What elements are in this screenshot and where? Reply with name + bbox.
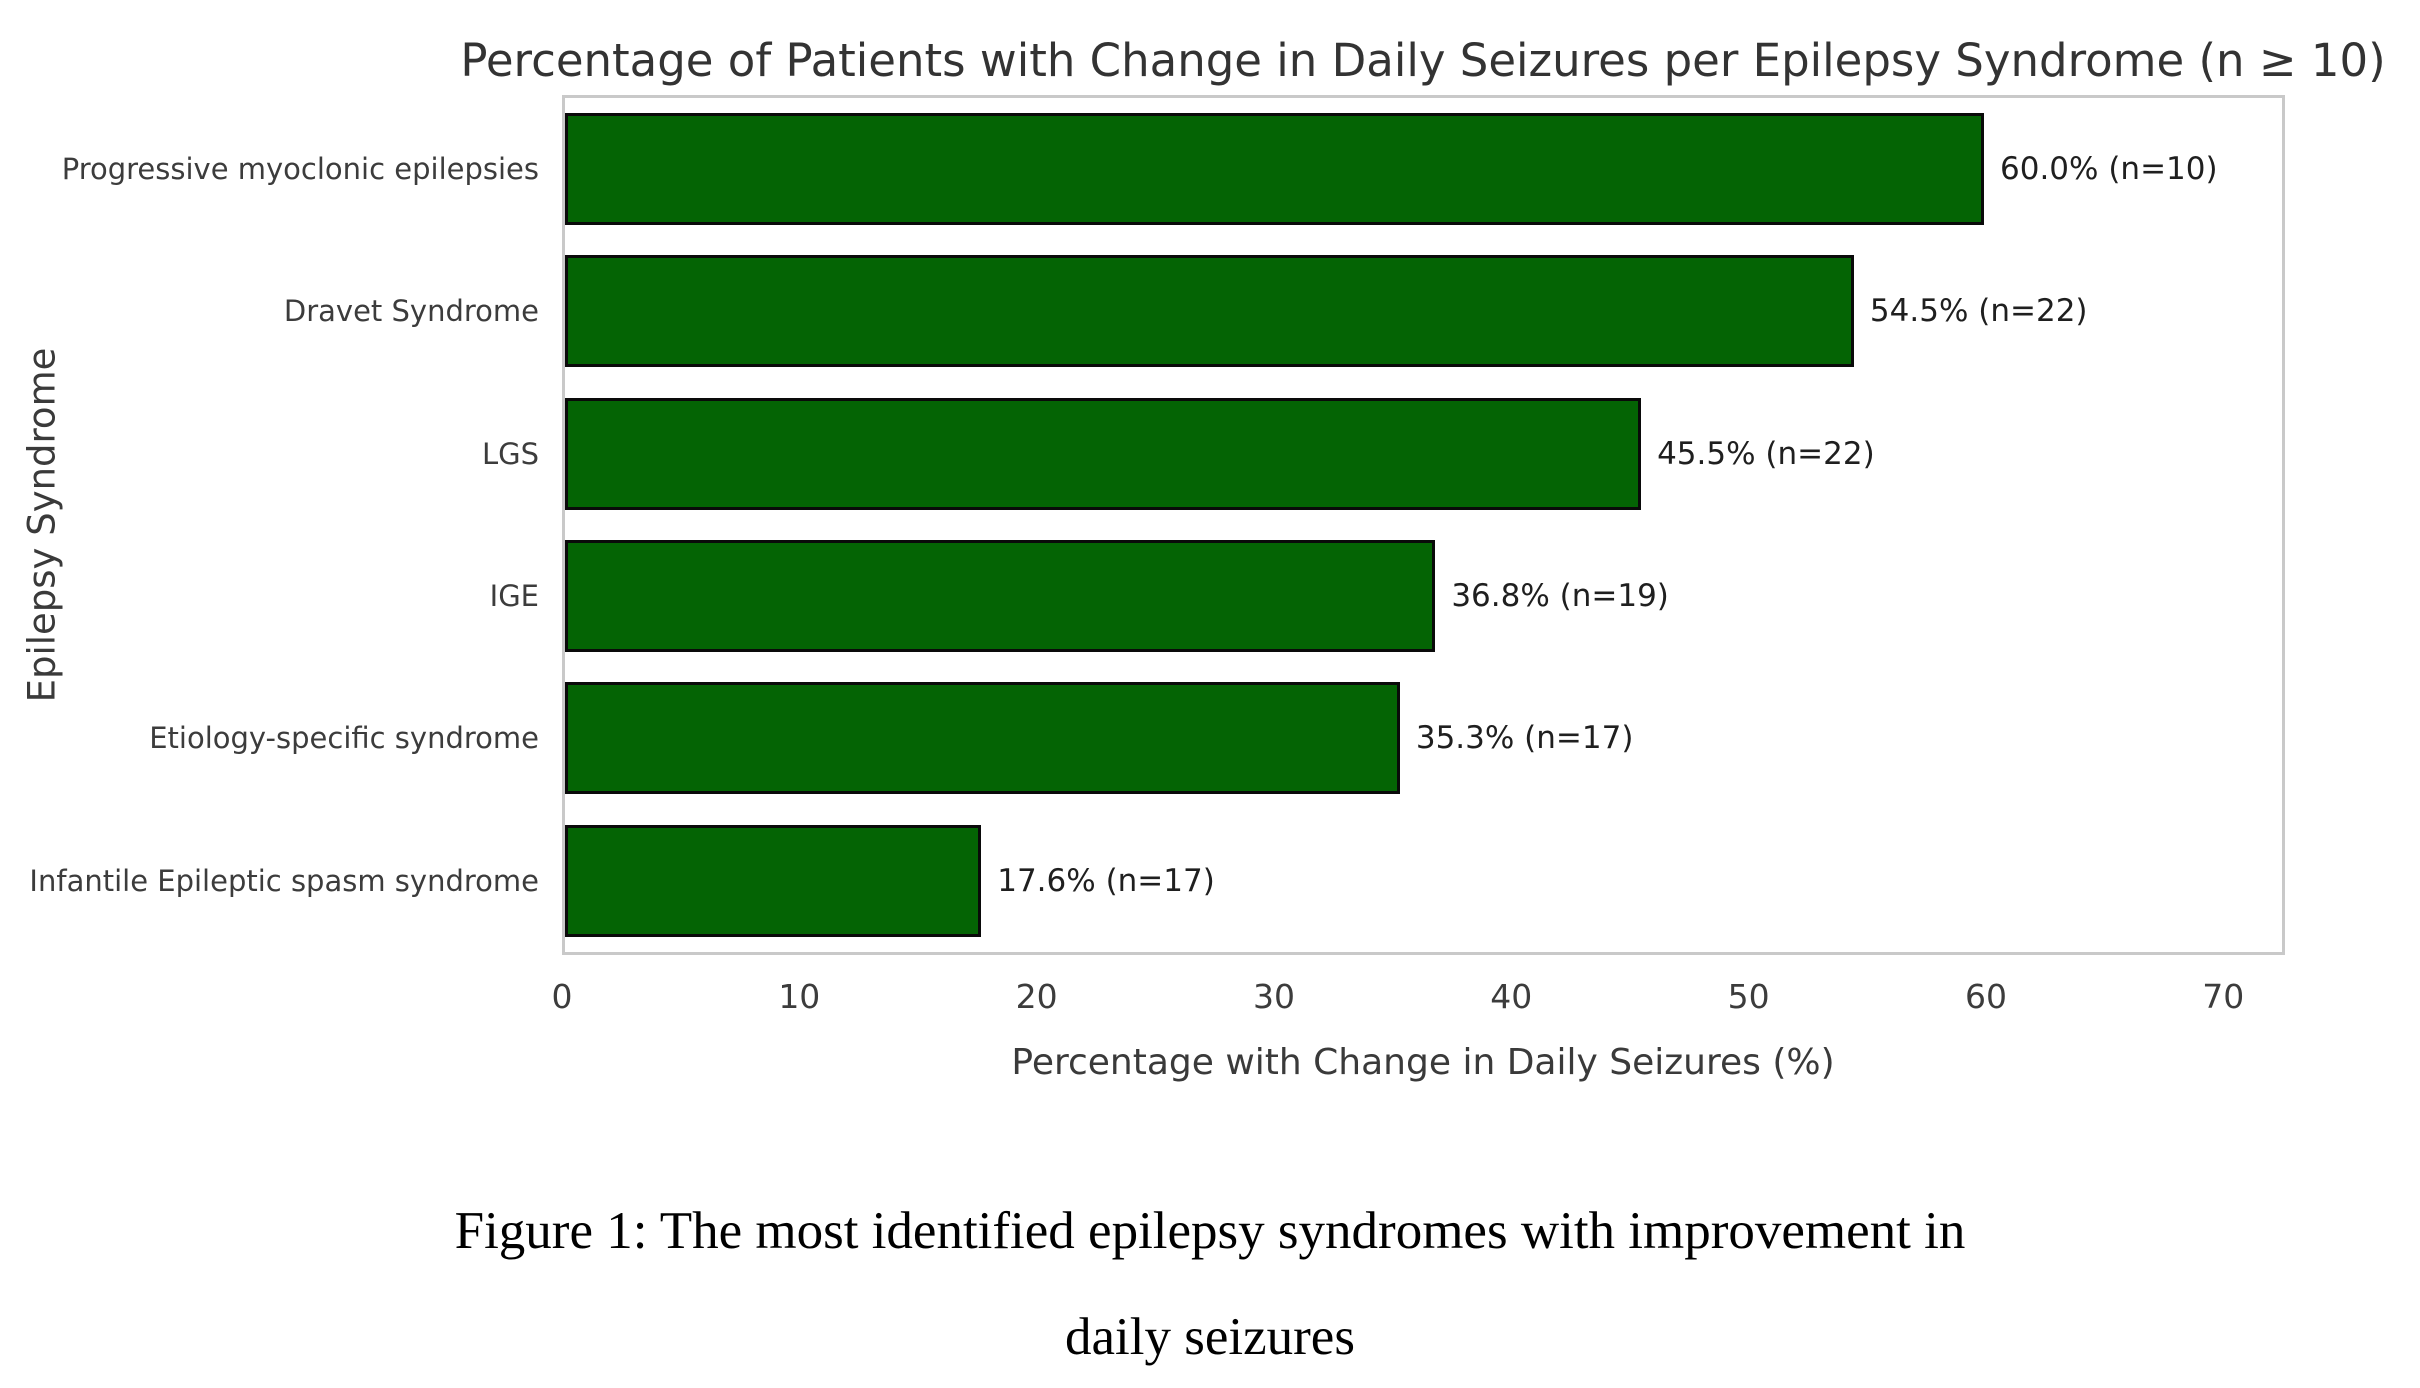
category-label: LGS xyxy=(481,436,539,471)
figure-caption-line-2: daily seizures xyxy=(1065,1308,1355,1366)
bar-row: Progressive myoclonic epilepsies 60.0% (n… xyxy=(62,98,2282,240)
bar-value-label: 17.6% (n=17) xyxy=(997,862,1215,899)
bar-value-label: 36.8% (n=19) xyxy=(1451,578,1669,615)
x-tick-label: 60 xyxy=(1964,977,2007,1016)
x-tick-label: 20 xyxy=(1015,977,1058,1016)
bar xyxy=(565,540,1436,653)
x-tick-label: 40 xyxy=(1490,977,1533,1016)
category-label: Etiology-specific syndrome xyxy=(149,721,539,756)
plot-area: Progressive myoclonic epilepsies 60.0% (n… xyxy=(29,95,2285,955)
bar xyxy=(565,113,1984,226)
bar-row: Infantile Epileptic spasm syndrome 17.6% … xyxy=(29,810,2282,952)
bar-row: IGE 36.8% (n=19) xyxy=(490,525,2282,667)
bar xyxy=(565,682,1400,795)
category-label: Dravet Syndrome xyxy=(283,294,539,329)
bar-rows-container: Progressive myoclonic epilepsies 60.0% (n… xyxy=(29,98,2282,952)
bar xyxy=(565,824,982,937)
bar xyxy=(565,397,1642,510)
x-axis-label: Percentage with Change in Daily Seizures… xyxy=(1011,1042,1835,1083)
y-axis-label: Epilepsy Syndrome xyxy=(20,347,64,703)
x-tick-label: 10 xyxy=(778,977,821,1016)
x-tick-label: 30 xyxy=(1252,977,1295,1016)
bar-value-label: 54.5% (n=22) xyxy=(1869,293,2088,330)
category-label: Infantile Epileptic spasm syndrome xyxy=(29,863,539,898)
category-label: Progressive myoclonic epilepsies xyxy=(61,152,539,187)
bar-value-label: 45.5% (n=22) xyxy=(1657,435,1875,472)
x-tick-label: 50 xyxy=(1727,977,1770,1016)
category-label: IGE xyxy=(489,579,539,614)
bar-value-label: 60.0% (n=10) xyxy=(2000,151,2218,188)
bar-row: Etiology-specific syndrome 35.3% (n=17) xyxy=(149,667,2282,809)
chart-title: Percentage of Patients with Change in Da… xyxy=(460,34,2386,87)
figure-caption: Figure 1: The most identified epilepsy s… xyxy=(0,1178,2420,1388)
bar-row: Dravet Syndrome 54.5% (n=22) xyxy=(284,240,2282,382)
x-tick-label: 0 xyxy=(551,977,573,1016)
bar xyxy=(565,255,1854,368)
x-tick-label: 70 xyxy=(2202,977,2245,1016)
figure-caption-line-1: Figure 1: The most identified epilepsy s… xyxy=(454,1202,1966,1260)
bar-row: LGS 45.5% (n=22) xyxy=(482,383,2282,525)
x-axis-ticks: 0 10 20 30 40 50 60 70 xyxy=(552,977,2285,1021)
bar-value-label: 35.3% (n=17) xyxy=(1415,720,1634,757)
